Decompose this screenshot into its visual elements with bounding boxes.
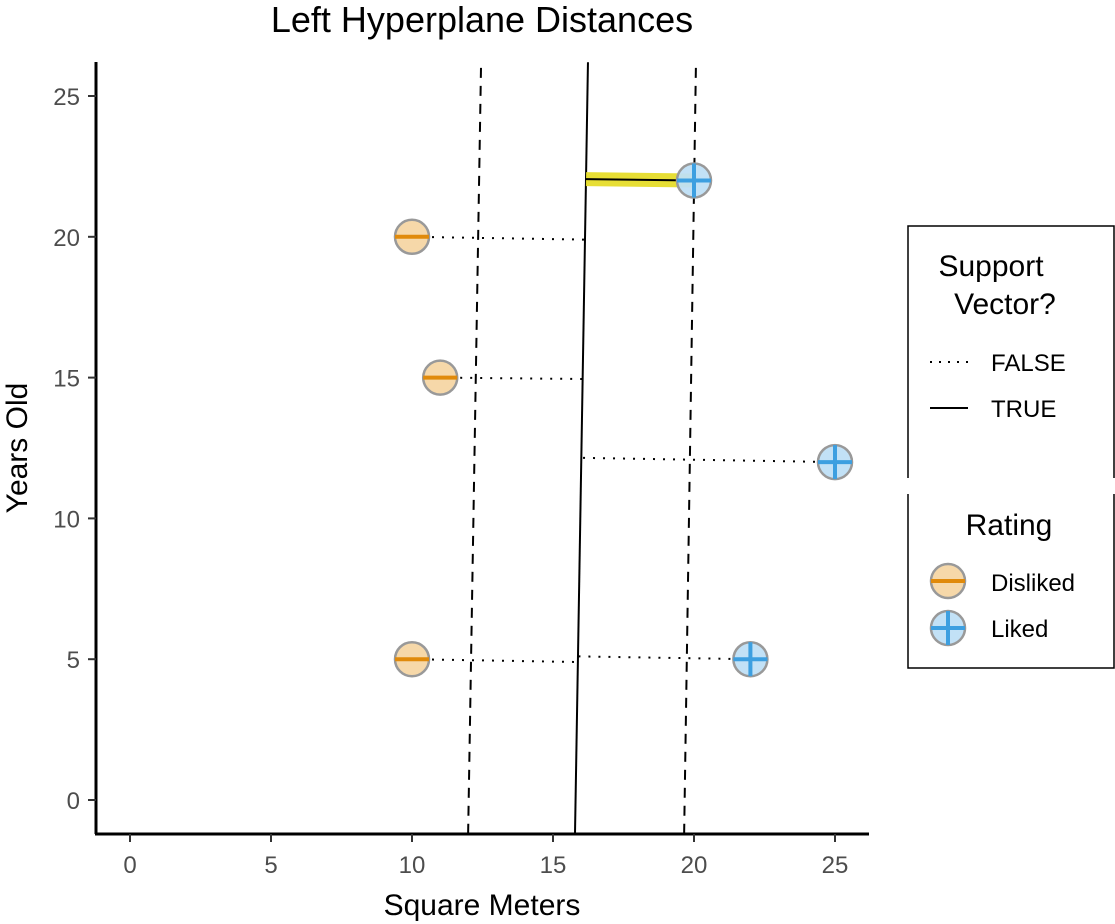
- x-tick-label-15: 15: [540, 852, 567, 879]
- y-axis-ticks: 0 5 10 15 20 25: [53, 84, 96, 815]
- point-liked-3: [675, 162, 713, 199]
- disliked-key-glyph: [929, 562, 967, 600]
- distance-segment-5: [578, 655, 751, 661]
- distance-segments: [411, 172, 836, 664]
- x-axis-ticks: 0 5 10 15 20 25: [123, 834, 848, 879]
- distance-segment-2: [411, 658, 579, 664]
- points-layer: [393, 162, 854, 678]
- distance-segment-1: [440, 376, 583, 381]
- y-tick-label-10: 10: [53, 506, 80, 533]
- y-tick-label-25: 25: [53, 84, 80, 111]
- legend-gap: [907, 478, 1115, 494]
- legend-support-vector-title-line1: Support: [938, 250, 1044, 283]
- legend-support-vector-box: [907, 225, 1115, 489]
- legend-rating: Rating Disliked Liked: [907, 478, 1115, 669]
- hyperplane-line: [573, 62, 589, 834]
- liked-key-glyph: [929, 609, 967, 647]
- legend-label-true: TRUE: [991, 396, 1056, 423]
- legend-support-vector: Support Vector? FALSE TRUE: [907, 225, 1115, 489]
- legend-label-liked: Liked: [991, 616, 1048, 643]
- y-tick-label-5: 5: [67, 647, 80, 674]
- x-tick-label-20: 20: [681, 852, 708, 879]
- legend-rating-title: Rating: [966, 509, 1053, 542]
- point-disliked-0: [393, 218, 431, 256]
- margin-line-0: [467, 62, 483, 834]
- y-tick-label-15: 15: [53, 366, 80, 393]
- legend-liked-icon: [929, 609, 967, 647]
- x-tick-label-10: 10: [399, 852, 426, 879]
- y-tick-label-0: 0: [67, 788, 80, 815]
- y-axis-title: Years Old: [1, 383, 34, 514]
- point-disliked-1: [421, 359, 459, 396]
- x-tick-label-5: 5: [264, 852, 277, 879]
- distance-segment-0: [411, 235, 586, 241]
- legend-label-false: FALSE: [991, 350, 1066, 377]
- hyperplane-layer: [573, 62, 589, 834]
- distance-segment-4: [581, 456, 836, 464]
- legend-support-vector-title-line2: Vector?: [954, 288, 1056, 321]
- margin-lines: [467, 62, 697, 834]
- y-tick-label-20: 20: [53, 225, 80, 252]
- chart-title: Left Hyperplane Distances: [271, 0, 693, 40]
- margin-line-1: [683, 62, 697, 834]
- x-tick-label-0: 0: [123, 852, 136, 879]
- x-axis-title: Square Meters: [384, 889, 581, 922]
- legend-disliked-icon: [929, 562, 967, 600]
- point-disliked-2: [393, 640, 431, 678]
- x-tick-label-25: 25: [822, 852, 849, 879]
- legend-label-disliked: Disliked: [991, 570, 1075, 597]
- point-liked-5: [732, 640, 769, 678]
- point-liked-4: [816, 443, 854, 481]
